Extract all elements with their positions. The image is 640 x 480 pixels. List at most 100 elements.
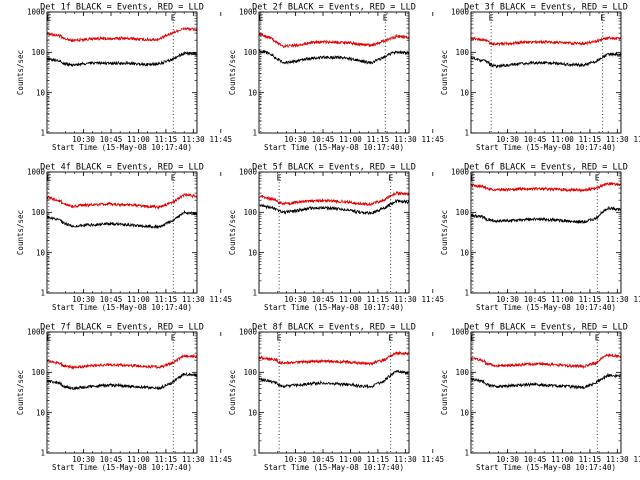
x-axis-label: Start Time (15-May-08 10:17:40) [264, 463, 404, 472]
plot-frame [258, 331, 410, 454]
y-tick-label: 1000 [239, 8, 258, 17]
x-tick-label: 11:00 [127, 295, 150, 304]
y-tick-label: 10 [460, 408, 470, 417]
panel-title: Det 1f BLACK = Events, RED = LLD [40, 3, 204, 13]
y-axis-label: Counts/sec [16, 210, 25, 255]
y-tick-label: 1 [464, 289, 469, 298]
event-marker-label: E [388, 174, 393, 183]
x-tick-label: 10:45 [100, 135, 123, 144]
x-tick-label: 11:30 [606, 455, 629, 464]
y-axis-label: Counts/sec [228, 370, 237, 415]
x-axis-label: Start Time (15-May-08 10:17:40) [52, 463, 192, 472]
y-tick-label: 1 [40, 129, 45, 138]
event-marker-label: E [489, 14, 494, 23]
x-tick-label: 11:30 [182, 455, 205, 464]
x-tick-label: 10:45 [100, 295, 123, 304]
plot-frame [46, 331, 198, 454]
plot-frame [470, 331, 622, 454]
y-tick-label: 1000 [451, 8, 470, 17]
series-line-red [259, 32, 409, 49]
y-tick-label: 100 [243, 208, 257, 217]
x-tick-label: 11:15 [579, 455, 602, 464]
x-tick-label: 11:00 [551, 455, 574, 464]
plot-frame [46, 11, 198, 134]
y-axis-label: Counts/sec [228, 210, 237, 255]
series-line-red [471, 36, 621, 47]
y-tick-label: 100 [31, 208, 45, 217]
x-tick-label: 10:45 [312, 295, 335, 304]
x-tick-label: 11:45 [209, 455, 232, 464]
x-tick-label: 10:45 [312, 455, 335, 464]
event-marker-label: E [277, 174, 282, 183]
x-tick-label: 10:30 [284, 295, 307, 304]
event-marker-label: E [388, 334, 393, 343]
panel-title: Det 4f BLACK = Events, RED = LLD [40, 163, 204, 173]
plot-frame [46, 171, 198, 294]
x-tick-label: 11:00 [551, 295, 574, 304]
x-axis-label: Start Time (15-May-08 10:17:40) [264, 143, 404, 152]
series-line-red [259, 190, 409, 207]
x-tick-label: 10:45 [524, 295, 547, 304]
y-tick-label: 1 [252, 449, 257, 458]
y-tick-label: 10 [36, 408, 46, 417]
x-tick-label: 11:15 [367, 135, 390, 144]
y-tick-label: 100 [455, 208, 469, 217]
x-axis-label: Start Time (15-May-08 10:17:40) [52, 143, 192, 152]
x-axis-label: Start Time (15-May-08 10:17:40) [476, 143, 616, 152]
event-marker-label: E [595, 334, 600, 343]
y-tick-label: 10 [248, 248, 258, 257]
x-tick-label: 11:15 [579, 135, 602, 144]
event-marker-label: E [171, 174, 176, 183]
x-tick-label: 10:45 [100, 455, 123, 464]
y-tick-label: 100 [243, 48, 257, 57]
panel-title: Det 3f BLACK = Events, RED = LLD [464, 3, 628, 13]
panel-title: Det 6f BLACK = Events, RED = LLD [464, 163, 628, 173]
y-axis-label: Counts/sec [16, 370, 25, 415]
series-line-red [47, 26, 197, 43]
y-tick-label: 1 [252, 289, 257, 298]
x-tick-label: 10:30 [496, 135, 519, 144]
y-tick-label: 1 [464, 449, 469, 458]
x-tick-label: 11:15 [155, 295, 178, 304]
series-line-black [259, 48, 409, 65]
y-axis-label: Counts/sec [228, 50, 237, 95]
x-axis-label: Start Time (15-May-08 10:17:40) [264, 303, 404, 312]
series-line-red [47, 353, 197, 370]
x-tick-label: 11:45 [633, 135, 640, 144]
series-line-black [471, 372, 621, 390]
x-tick-label: 11:15 [579, 295, 602, 304]
y-tick-label: 10 [460, 248, 470, 257]
x-tick-label: 11:45 [421, 455, 444, 464]
x-tick-label: 11:45 [421, 295, 444, 304]
y-tick-label: 1000 [27, 8, 46, 17]
x-tick-label: 10:30 [496, 455, 519, 464]
x-tick-label: 11:45 [421, 135, 444, 144]
x-tick-label: 11:00 [127, 135, 150, 144]
x-tick-label: 11:30 [182, 295, 205, 304]
x-tick-label: 10:30 [284, 135, 307, 144]
panel-title: Det 9f BLACK = Events, RED = LLD [464, 323, 628, 333]
panel-title: Det 7f BLACK = Events, RED = LLD [40, 323, 204, 333]
x-tick-label: 11:30 [182, 135, 205, 144]
series-line-black [47, 209, 197, 230]
y-tick-label: 1000 [239, 328, 258, 337]
x-tick-label: 11:30 [606, 135, 629, 144]
event-marker-label: E [600, 14, 605, 23]
x-tick-label: 11:30 [394, 135, 417, 144]
event-marker-label: E [171, 14, 176, 23]
series-line-black [259, 369, 409, 390]
x-tick-label: 11:00 [339, 135, 362, 144]
panel-title: Det 8f BLACK = Events, RED = LLD [252, 323, 416, 333]
series-line-red [471, 353, 621, 370]
x-axis-label: Start Time (15-May-08 10:17:40) [52, 303, 192, 312]
y-axis-label: Counts/sec [440, 210, 449, 255]
x-tick-label: 10:45 [312, 135, 335, 144]
series-line-black [47, 50, 197, 68]
x-tick-label: 11:45 [209, 295, 232, 304]
